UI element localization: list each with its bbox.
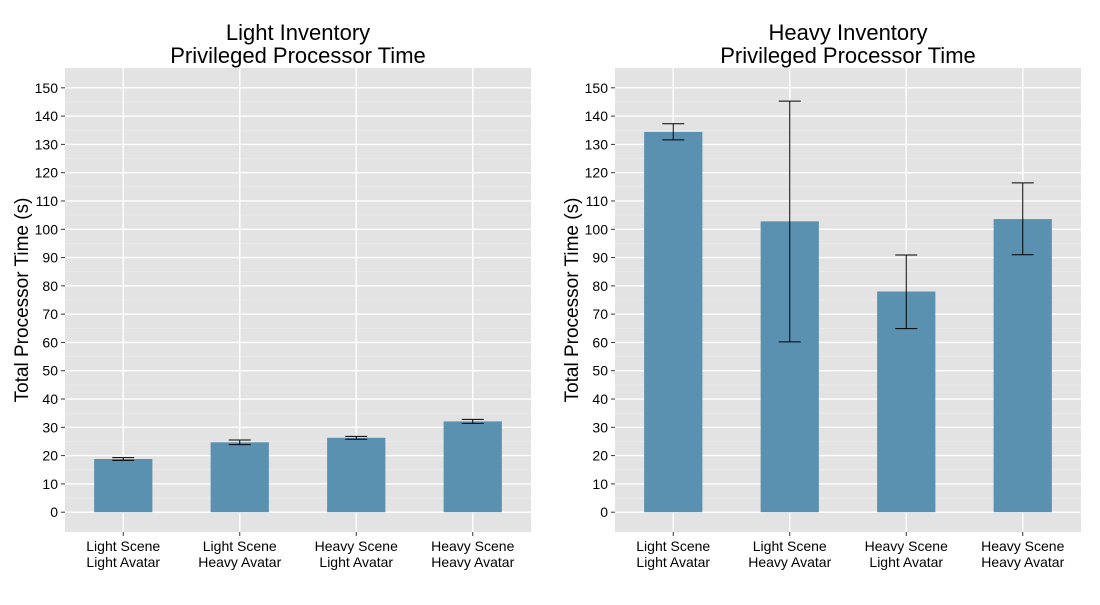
y-tick-label: 80 <box>592 278 608 294</box>
y-tick-label: 60 <box>42 334 58 350</box>
y-tick-label: 140 <box>35 108 59 124</box>
y-tick-label: 140 <box>585 108 609 124</box>
y-tick-label: 40 <box>42 391 58 407</box>
y-tick-label: 10 <box>592 476 608 492</box>
y-tick-label: 0 <box>50 504 58 520</box>
y-tick-label: 30 <box>42 419 58 435</box>
chart-title: Heavy Inventory Privileged Processor Time <box>720 20 976 68</box>
y-tick-label: 10 <box>42 476 58 492</box>
y-tick-label: 110 <box>36 193 59 209</box>
bar <box>94 459 153 513</box>
y-tick-label: 100 <box>585 221 609 237</box>
x-tick-label: Light Scene Light Avatar <box>636 538 710 570</box>
y-tick-label: 80 <box>42 278 58 294</box>
y-tick-label: 130 <box>35 136 59 152</box>
x-tick-label: Light Scene Heavy Avatar <box>748 538 831 570</box>
x-tick-label: Heavy Scene Light Avatar <box>865 538 948 570</box>
y-tick-label: 50 <box>42 363 58 379</box>
y-tick-label: 130 <box>585 136 609 152</box>
y-tick-label: 100 <box>35 221 59 237</box>
x-tick-label: Light Scene Heavy Avatar <box>198 538 281 570</box>
chart-title: Light Inventory Privileged Processor Time <box>170 20 426 68</box>
y-tick-label: 110 <box>586 193 609 209</box>
y-tick-label: 120 <box>35 165 59 181</box>
x-tick-label: Light Scene Light Avatar <box>86 538 160 570</box>
chart-panel-2: 0 10 20 30 40 50 60 70 80 90 100 110 120 130 140 150 Lig… <box>562 20 1081 570</box>
y-tick-label: 120 <box>585 165 609 181</box>
y-tick-label: 30 <box>592 419 608 435</box>
y-tick-label: 40 <box>592 391 608 407</box>
y-tick-label: 20 <box>592 448 608 464</box>
chart-panel-1: 0 10 20 30 40 50 60 70 80 90 100 110 120 130 140 150 Lig… <box>12 20 531 570</box>
y-tick-label: 150 <box>35 80 59 96</box>
y-tick-label: 90 <box>42 250 58 266</box>
bar <box>644 131 703 513</box>
x-tick-label: Heavy Scene Heavy Avatar <box>981 538 1064 570</box>
y-tick-label: 0 <box>600 504 608 520</box>
y-axis-label: Total Processor Time (s) <box>562 198 583 403</box>
y-axis-label: Total Processor Time (s) <box>12 198 33 403</box>
y-tick-label: 90 <box>592 250 608 266</box>
y-tick-label: 20 <box>42 448 58 464</box>
bar <box>443 421 502 513</box>
y-tick-label: 70 <box>42 306 58 322</box>
x-tick-label: Heavy Scene Light Avatar <box>315 538 398 570</box>
y-tick-label: 150 <box>585 80 609 96</box>
y-tick-label: 70 <box>592 306 608 322</box>
bar <box>210 442 269 513</box>
x-tick-label: Heavy Scene Heavy Avatar <box>431 538 514 570</box>
bar <box>993 219 1052 513</box>
y-tick-label: 60 <box>592 334 608 350</box>
y-tick-label: 50 <box>592 363 608 379</box>
bar <box>327 437 386 513</box>
